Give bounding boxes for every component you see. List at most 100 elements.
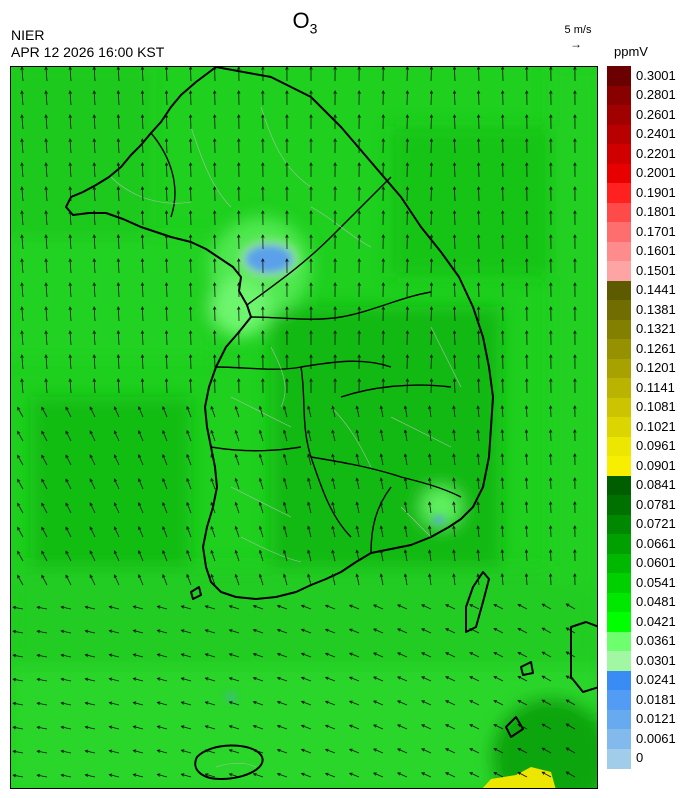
wind-arrow-shaft bbox=[114, 406, 120, 418]
wind-arrow-head-icon bbox=[469, 652, 473, 656]
wind-arrow-shaft bbox=[166, 354, 168, 370]
wind-arrow-shaft bbox=[478, 186, 480, 202]
wind-arrow-head-icon bbox=[324, 724, 329, 728]
wind-arrow-head-icon bbox=[228, 749, 233, 753]
wind-arrow-shaft bbox=[454, 210, 456, 226]
wind-arrow-head-icon bbox=[186, 549, 190, 554]
wind-arrow-head-icon bbox=[517, 724, 522, 728]
wind-arrow-shaft bbox=[356, 574, 360, 586]
wind-arrow-head-icon bbox=[429, 67, 434, 70]
wind-arrow-shaft bbox=[181, 749, 192, 754]
wind-arrow-shaft bbox=[162, 550, 168, 562]
wind-arrow-head-icon bbox=[357, 138, 361, 142]
wind-arrow-head-icon bbox=[524, 549, 529, 553]
colorbar-segment bbox=[607, 612, 631, 632]
wind-arrow-head-icon bbox=[517, 604, 522, 608]
wind-arrow-head-icon bbox=[357, 354, 361, 358]
wind-arrow-head-icon bbox=[541, 699, 546, 703]
wind-arrow-shaft bbox=[454, 138, 456, 154]
wind-arrow-shaft bbox=[13, 678, 24, 682]
wind-arrow-shaft bbox=[17, 503, 24, 514]
wind-arrow-shaft bbox=[85, 726, 96, 730]
wind-arrow-head-icon bbox=[108, 605, 113, 609]
wind-arrow-shaft bbox=[181, 773, 192, 778]
wind-arrow-head-icon bbox=[429, 378, 434, 382]
wind-arrow-shaft bbox=[325, 605, 336, 610]
wind-arrow-shaft bbox=[373, 724, 384, 730]
wind-arrow-head-icon bbox=[573, 114, 577, 118]
wind-arrow-shaft bbox=[157, 606, 168, 610]
wind-arrow-shaft bbox=[283, 502, 288, 514]
wind-arrow-head-icon bbox=[548, 405, 553, 409]
wind-arrow-head-icon bbox=[405, 90, 410, 94]
wind-arrow-head-icon bbox=[379, 405, 384, 410]
wind-arrow-head-icon bbox=[429, 162, 434, 166]
wind-arrow-shaft bbox=[550, 405, 552, 418]
wind-arrow-head-icon bbox=[381, 282, 385, 286]
wind-arrow-head-icon bbox=[381, 306, 385, 310]
colorbar-tick-label: 0.1901 bbox=[636, 184, 676, 200]
wind-arrow-head-icon bbox=[372, 700, 377, 704]
wind-arrow-shaft bbox=[65, 575, 72, 586]
wind-arrow-shaft bbox=[205, 677, 216, 682]
wind-arrow-head-icon bbox=[162, 501, 166, 506]
wind-arrow-head-icon bbox=[92, 354, 97, 358]
wind-arrow-shaft bbox=[253, 677, 264, 682]
wind-arrow-shaft bbox=[117, 162, 120, 178]
wind-arrow-head-icon bbox=[379, 477, 384, 482]
wind-arrow-head-icon bbox=[285, 67, 289, 70]
wind-arrow-head-icon bbox=[237, 282, 241, 286]
wind-arrow-shaft bbox=[89, 574, 96, 586]
wind-arrow-head-icon bbox=[300, 652, 305, 656]
wind-arrow-head-icon bbox=[372, 724, 377, 728]
wind-arrow-shaft bbox=[332, 550, 336, 562]
wind-arrow-head-icon bbox=[156, 749, 161, 753]
wind-arrow-shaft bbox=[430, 306, 432, 322]
wind-arrow-head-icon bbox=[541, 747, 546, 751]
wind-arrow-shaft bbox=[117, 90, 120, 106]
wind-arrow-shaft bbox=[430, 258, 432, 274]
colorbar-tick-label: 0.0961 bbox=[636, 438, 676, 454]
wind-arrow-shaft bbox=[157, 774, 168, 778]
wind-arrow-head-icon bbox=[60, 605, 65, 610]
wind-arrow-head-icon bbox=[396, 772, 401, 776]
wind-arrow-head-icon bbox=[309, 162, 313, 166]
wind-arrow-head-icon bbox=[140, 67, 145, 70]
wind-arrow-head-icon bbox=[89, 550, 93, 555]
wind-arrow-head-icon bbox=[212, 354, 217, 358]
wind-arrow-head-icon bbox=[237, 330, 241, 334]
wind-arrow-shaft bbox=[454, 67, 456, 82]
wind-arrow-shaft bbox=[349, 700, 360, 706]
wind-arrow-head-icon bbox=[234, 573, 238, 578]
wind-arrow-shaft bbox=[525, 453, 528, 466]
wind-arrow-head-icon bbox=[164, 114, 169, 118]
wind-arrow-head-icon bbox=[396, 628, 401, 632]
wind-arrow-head-icon bbox=[333, 67, 337, 70]
wind-arrow-head-icon bbox=[276, 676, 281, 681]
wind-arrow-head-icon bbox=[258, 477, 263, 482]
wind-arrow-head-icon bbox=[573, 162, 577, 166]
wind-arrow-head-icon bbox=[92, 162, 97, 166]
wind-arrow-head-icon bbox=[500, 90, 505, 94]
colorbar-tick-label: 0.1441 bbox=[636, 282, 676, 298]
ozone-field-variation bbox=[11, 67, 597, 788]
wind-arrow-head-icon bbox=[309, 67, 313, 70]
wind-arrow-head-icon bbox=[113, 478, 118, 483]
wind-arrow-head-icon bbox=[204, 677, 209, 681]
wind-arrow-head-icon bbox=[41, 502, 45, 507]
wind-arrow-head-icon bbox=[309, 186, 313, 190]
wind-arrow-shaft bbox=[93, 378, 96, 394]
wind-arrow-head-icon bbox=[403, 501, 408, 506]
wind-arrow-head-icon bbox=[476, 258, 481, 262]
wind-arrow-head-icon bbox=[493, 604, 498, 608]
wind-arrow-head-icon bbox=[379, 525, 384, 530]
wind-arrow-shaft bbox=[429, 526, 432, 538]
wind-arrow-head-icon bbox=[525, 330, 529, 334]
wind-arrow-shaft bbox=[332, 526, 336, 538]
wind-arrow-shaft bbox=[45, 234, 48, 250]
wind-arrow-head-icon bbox=[228, 773, 233, 777]
wind-arrow-head-icon bbox=[573, 477, 577, 481]
wind-arrow-shaft bbox=[162, 454, 168, 466]
wind-arrow-shaft bbox=[65, 431, 72, 442]
wind-arrow-head-icon bbox=[445, 724, 449, 728]
